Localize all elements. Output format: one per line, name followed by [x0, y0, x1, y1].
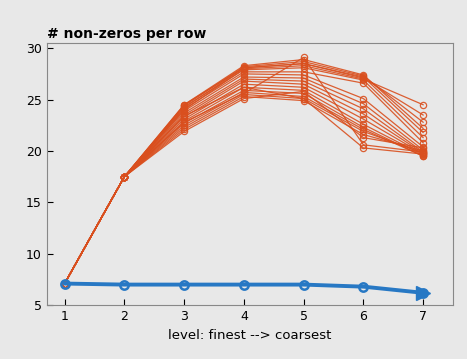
Text: # non-zeros per row: # non-zeros per row	[47, 27, 206, 41]
X-axis label: level: finest --> coarsest: level: finest --> coarsest	[168, 328, 332, 341]
